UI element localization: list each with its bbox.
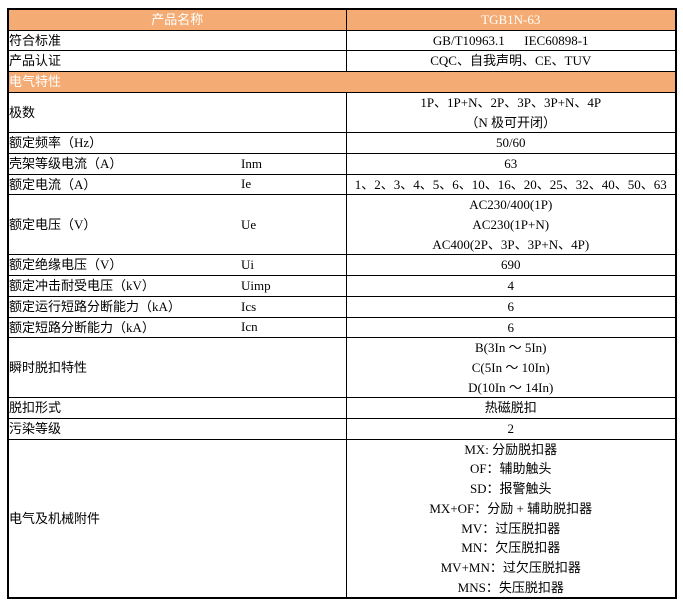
row-symbol: Uimp xyxy=(241,278,271,294)
table-row-pollution-degree: 污染等级 2 xyxy=(7,418,677,440)
value-line: 1P、1P+N、2P、3P、3P+N、4P xyxy=(420,94,602,110)
value-line: MX: 分励脱扣器 xyxy=(464,441,558,457)
row-value: 690 xyxy=(345,254,677,277)
value-line: MV+MN：过欠压脱扣器 xyxy=(440,559,581,575)
value-line: MX+OF：分励 + 辅助脱扣器 xyxy=(429,500,593,516)
row-symbol: Icn xyxy=(241,319,258,335)
row-symbol: Ics xyxy=(241,298,257,314)
table-row-instant-trip: 瞬时脱扣特性 B(3In ～ 5In) C(5In ～ 10In) D(10In… xyxy=(7,337,677,399)
row-value: 6 xyxy=(345,295,677,318)
row-label-text: 壳架等级电流（A） xyxy=(9,155,123,171)
row-label-text: 额定短路分断能力（kA） xyxy=(9,319,155,335)
row-label-text: 额定冲击耐受电压（kV） xyxy=(9,278,155,294)
table-row-accessories: 电气及机械附件 MX: 分励脱扣器 OF：辅助触头 SD：报警触头 MX+OF：… xyxy=(7,438,677,599)
row-label: 符合标准 xyxy=(7,29,347,52)
row-label-text: 额定运行短路分断能力（kA） xyxy=(9,298,181,314)
value-line: OF：辅助触头 xyxy=(469,461,552,477)
value-line: D(10In ～ 14In) xyxy=(468,379,554,395)
value-line: （N 极可开闭） xyxy=(465,114,557,130)
row-value: B(3In ～ 5In) C(5In ～ 10In) D(10In ～ 14In… xyxy=(345,337,677,399)
value-line: 4 xyxy=(507,278,515,294)
value-line: 690 xyxy=(501,257,521,273)
row-label: 额定电流（A） Ie xyxy=(7,173,347,196)
row-label: 额定运行短路分断能力（kA） Ics xyxy=(7,295,347,318)
value-line: MN：欠压脱扣器 xyxy=(461,540,561,556)
table-row-service-breaking-capacity: 额定运行短路分断能力（kA） Ics 6 xyxy=(7,295,677,318)
value-line: 热磁脱扣 xyxy=(484,400,537,416)
row-value: 63 xyxy=(345,152,677,175)
value-line: 6 xyxy=(507,319,515,335)
table-row-certification: 产品认证 CQC、自我声明、CE、TUV xyxy=(7,50,677,73)
row-value: MX: 分励脱扣器 OF：辅助触头 SD：报警触头 MX+OF：分励 + 辅助脱… xyxy=(345,438,677,599)
row-symbol: Inm xyxy=(241,155,262,171)
table-header-row: 产品名称 TGB1N-63 xyxy=(7,8,677,31)
row-label-text: 额定绝缘电压（V） xyxy=(9,257,123,273)
value-line: 2 xyxy=(507,421,515,437)
value-line: MV：过压脱扣器 xyxy=(461,520,561,536)
row-label: 额定短路分断能力（kA） Icn xyxy=(7,316,347,339)
row-label: 电气及机械附件 xyxy=(7,438,347,599)
table-row-rated-voltage: 额定电压（V） Ue AC230/400(1P) AC230(1P+N) AC4… xyxy=(7,194,677,256)
spec-table: 产品名称 TGB1N-63 符合标准 GB/T10963.1 IEC60898-… xyxy=(7,8,677,600)
row-value: GB/T10963.1 IEC60898-1 xyxy=(345,29,677,52)
row-label: 额定频率（Hz） xyxy=(7,132,347,154)
value-line: CQC、自我声明、CE、TUV xyxy=(430,53,592,69)
row-value: 2 xyxy=(345,418,677,440)
header-product-model-cell: TGB1N-63 xyxy=(345,8,677,31)
section-header-electrical: 电气特性 xyxy=(7,71,677,93)
value-line: 63 xyxy=(504,155,518,171)
row-label: 壳架等级电流（A） Inm xyxy=(7,152,347,175)
table-row-rated-current: 额定电流（A） Ie 1、2、3、4、5、6、10、16、20、25、32、40… xyxy=(7,173,677,196)
value-line: AC400(2P、3P、3P+N、4P) xyxy=(432,236,590,252)
row-value: 4 xyxy=(345,275,677,297)
row-label: 额定电压（V） Ue xyxy=(7,194,347,256)
table-row-insulation-voltage: 额定绝缘电压（V） Ui 690 xyxy=(7,254,677,277)
table-row-frame-current: 壳架等级电流（A） Inm 63 xyxy=(7,152,677,175)
row-value: 1P、1P+N、2P、3P、3P+N、4P （N 极可开闭） xyxy=(345,91,677,134)
table-row-trip-type: 脱扣形式 热磁脱扣 xyxy=(7,397,677,420)
value-line: C(5In ～ 10In) xyxy=(471,359,550,375)
row-value: 1、2、3、4、5、6、10、16、20、25、32、40、50、63 xyxy=(345,173,677,196)
table-row-breaking-capacity: 额定短路分断能力（kA） Icn 6 xyxy=(7,316,677,339)
row-value: CQC、自我声明、CE、TUV xyxy=(345,50,677,73)
row-label: 极数 xyxy=(7,91,347,134)
table-row-standards: 符合标准 GB/T10963.1 IEC60898-1 xyxy=(7,29,677,52)
value-line: 6 xyxy=(507,298,515,314)
value-line: 1、2、3、4、5、6、10、16、20、25、32、40、50、63 xyxy=(354,176,667,192)
value-line: AC230/400(1P) xyxy=(469,197,553,213)
table-row-poles: 极数 1P、1P+N、2P、3P、3P+N、4P （N 极可开闭） xyxy=(7,91,677,134)
table-row-impulse-voltage: 额定冲击耐受电压（kV） Uimp 4 xyxy=(7,275,677,297)
row-value: 热磁脱扣 xyxy=(345,397,677,420)
value-line: SD：报警触头 xyxy=(469,481,552,497)
row-label: 产品认证 xyxy=(7,50,347,73)
row-symbol: Ui xyxy=(241,257,254,273)
value-line: AC230(1P+N) xyxy=(472,217,550,233)
table-row-frequency: 额定频率（Hz） 50/60 xyxy=(7,132,677,154)
row-label: 脱扣形式 xyxy=(7,397,347,420)
row-value: 50/60 xyxy=(345,132,677,154)
value-line: 50/60 xyxy=(495,135,526,151)
value-line: MNS：失压脱扣器 xyxy=(457,579,564,595)
row-label: 污染等级 xyxy=(7,418,347,440)
row-value: 6 xyxy=(345,316,677,339)
row-symbol: Ue xyxy=(241,217,257,233)
value-line: B(3In ～ 5In) xyxy=(475,340,547,356)
row-value: AC230/400(1P) AC230(1P+N) AC400(2P、3P、3P… xyxy=(345,194,677,256)
section-row-electrical: 电气特性 xyxy=(7,71,677,93)
row-symbol: Ie xyxy=(241,176,252,192)
value-line: GB/T10963.1 IEC60898-1 xyxy=(432,32,589,48)
row-label-text: 额定电流（A） xyxy=(9,176,97,192)
row-label-text: 额定电压（V） xyxy=(9,217,97,233)
row-label: 瞬时脱扣特性 xyxy=(7,337,347,399)
header-product-name-cell: 产品名称 xyxy=(7,8,347,31)
row-label: 额定绝缘电压（V） Ui xyxy=(7,254,347,277)
row-label: 额定冲击耐受电压（kV） Uimp xyxy=(7,275,347,297)
